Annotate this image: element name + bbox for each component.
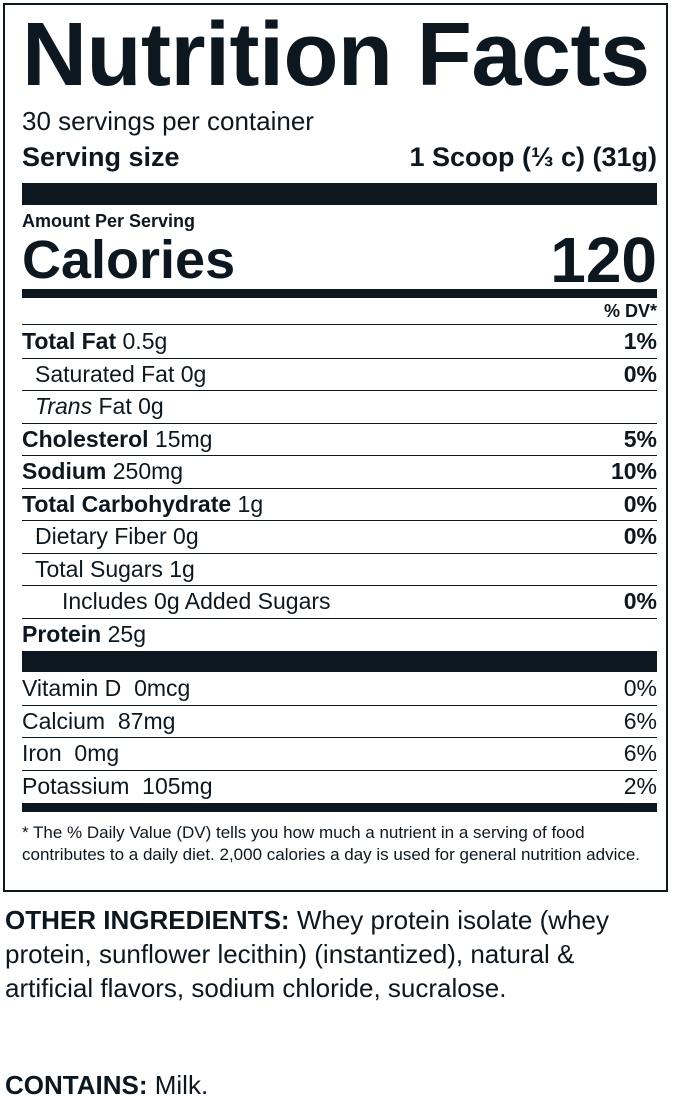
- vitamin-row-potassium: Potassium 105mg 2%: [22, 771, 657, 803]
- nutrient-dv: 5%: [623, 425, 657, 452]
- nutrient-amount: 0g: [180, 360, 207, 387]
- nutrient-amount: 15mg: [154, 425, 213, 452]
- nutrient-amount: 25g: [107, 620, 146, 647]
- vitamin-name: Iron: [22, 740, 62, 767]
- nutrient-dv: 10%: [610, 458, 657, 485]
- ingredients-label: OTHER INGREDIENTS:: [5, 905, 290, 935]
- nutrient-name: Includes 0g Added Sugars: [62, 588, 331, 615]
- serving-size-value: 1 Scoop (⅓ c) (31g): [409, 142, 657, 172]
- nutrient-amount: 250mg: [112, 458, 184, 485]
- medium-divider: [22, 289, 657, 298]
- serving-size-row: Serving size 1 Scoop (⅓ c) (31g): [22, 142, 657, 172]
- nutrient-dv: 0%: [623, 523, 657, 550]
- nutrient-list: Total Fat 0.5g 1% Saturated Fat 0g 0% Tran…: [22, 326, 657, 650]
- vitamin-row-iron: Iron 0mg 6%: [22, 738, 657, 771]
- serving-size-label: Serving size: [22, 142, 180, 172]
- calories-value: 120: [550, 224, 657, 296]
- ingredients-text: Whey protein isolate (whey protein, sunf…: [5, 905, 609, 1003]
- nutrient-amount: 0.5g: [122, 328, 168, 355]
- nutrient-amount: 0g: [173, 523, 199, 550]
- nutrient-dv: 0%: [623, 588, 657, 615]
- nutrient-name: Total Carbohydrate: [22, 490, 232, 517]
- servings-per-container: 30 servings per container: [22, 106, 314, 136]
- nutrient-row-total-carbohydrate: Total Carbohydrate 1g 0%: [22, 489, 657, 521]
- nutrient-row-total-sugars: Total Sugars 1g: [22, 554, 657, 586]
- nutrient-row-trans-fat: Trans Fat 0g: [22, 391, 657, 424]
- nutrient-row-sodium: Sodium 250mg 10%: [22, 456, 657, 489]
- nutrient-row-added-sugars: Includes 0g Added Sugars 0%: [22, 586, 657, 619]
- allergen-contains: CONTAINS: Milk.: [5, 1068, 208, 1102]
- nutrient-dv: 1%: [623, 328, 657, 355]
- calories-label: Calories: [22, 230, 236, 290]
- nutrient-name: Protein: [22, 620, 102, 647]
- nutrient-name: Sodium: [22, 458, 107, 485]
- dv-header: % DV*: [22, 300, 657, 325]
- nutrient-row-protein: Protein 25g: [22, 619, 657, 651]
- vitamin-row-vitamin-d: Vitamin D 0mcg 0%: [22, 673, 657, 706]
- nutrient-dv: 0%: [623, 360, 657, 387]
- vitamin-dv: 6%: [623, 740, 657, 767]
- vitamin-row-calcium: Calcium 87mg 6%: [22, 706, 657, 738]
- vitamin-list: Vitamin D 0mcg 0% Calcium 87mg 6% Iron 0mg…: [22, 673, 657, 802]
- vitamin-name: Vitamin D: [22, 675, 122, 702]
- vitamin-dv: 6%: [623, 707, 657, 734]
- label-title: Nutrition Facts: [22, 5, 650, 105]
- nutrient-name: Total Sugars: [35, 555, 163, 582]
- vitamin-name: Potassium: [22, 772, 130, 799]
- vitamin-amount: 87mg: [117, 707, 176, 734]
- nutrient-row-total-fat: Total Fat 0.5g 1%: [22, 326, 657, 359]
- thick-divider: [22, 183, 657, 205]
- nutrient-name: Cholesterol: [22, 425, 149, 452]
- contains-label: CONTAINS:: [5, 1070, 148, 1100]
- nutrient-amount: 1g: [169, 555, 195, 582]
- vitamin-amount: 0mcg: [134, 675, 191, 702]
- calories-row: Calories 120: [22, 228, 657, 292]
- nutrient-name: Trans: [35, 393, 93, 420]
- vitamin-amount: 105mg: [142, 772, 213, 799]
- nutrient-row-saturated-fat: Saturated Fat 0g 0%: [22, 359, 657, 391]
- vitamin-dv: 0%: [623, 675, 657, 702]
- thick-divider: [22, 651, 657, 672]
- nutrient-name: Dietary Fiber: [35, 523, 167, 550]
- vitamin-amount: 0mg: [74, 740, 120, 767]
- vitamin-name: Calcium: [22, 707, 106, 734]
- nutrient-row-dietary-fiber: Dietary Fiber 0g 0%: [22, 521, 657, 554]
- nutrition-facts-panel: [3, 3, 668, 892]
- other-ingredients: OTHER INGREDIENTS: Whey protein isolate …: [5, 903, 645, 1005]
- nutrient-row-cholesterol: Cholesterol 15mg 5%: [22, 424, 657, 456]
- nutrient-amount: 0g: [138, 393, 164, 420]
- nutrient-amount: 1g: [237, 490, 264, 517]
- nutrient-name: Saturated Fat: [35, 360, 175, 387]
- contains-text: Milk.: [154, 1070, 209, 1100]
- vitamin-dv: 2%: [623, 772, 657, 799]
- nutrient-dv: 0%: [623, 490, 657, 517]
- amount-per-serving: Amount Per Serving: [22, 211, 196, 231]
- dv-footnote: * The % Daily Value (DV) tells you how m…: [22, 823, 641, 864]
- nutrient-name-suffix: Fat: [98, 393, 132, 420]
- medium-divider: [22, 803, 657, 812]
- nutrient-name: Total Fat: [22, 328, 117, 355]
